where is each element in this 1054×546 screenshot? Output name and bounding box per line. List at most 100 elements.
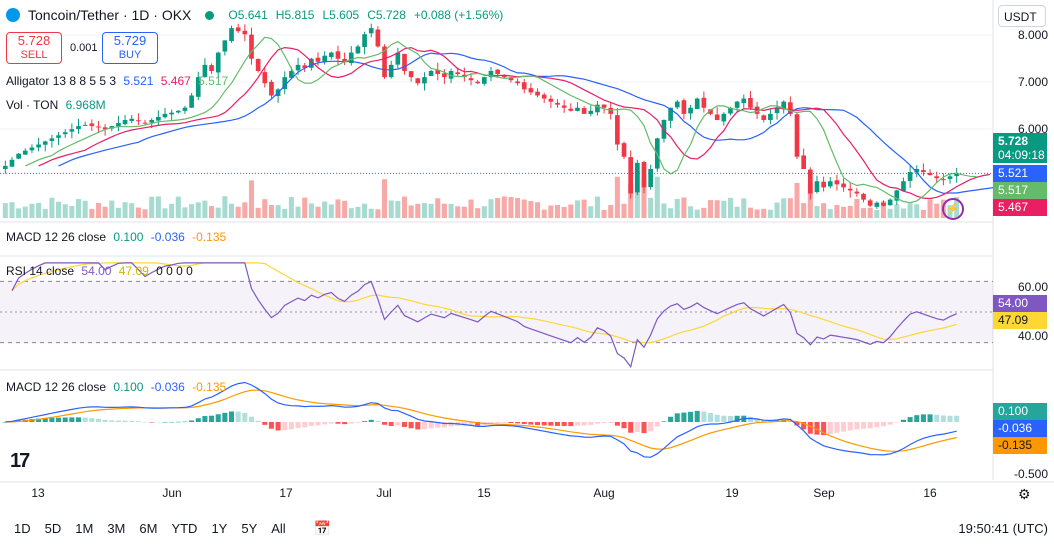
- candle-body: [195, 77, 201, 97]
- macd-histogram-bar: [215, 414, 221, 422]
- candle-body: [535, 91, 540, 96]
- volume-bar: [29, 203, 35, 218]
- alligator-jaw-value: 5.521: [123, 74, 154, 88]
- volume-bar: [734, 206, 740, 218]
- candle-body: [136, 120, 141, 122]
- market-status-icon: [205, 10, 215, 20]
- macd-histogram-bar: [814, 422, 820, 435]
- range-ytd[interactable]: YTD: [171, 520, 198, 536]
- macd-histogram-bar: [535, 422, 541, 426]
- macd-legend-1[interactable]: MACD 12 26 close 0.100 -0.036 -0.135: [6, 230, 226, 244]
- macd-legend-2[interactable]: MACD 12 26 close 0.100 -0.036 -0.135: [6, 380, 226, 394]
- macd-histogram-bar: [861, 422, 867, 429]
- candle-body: [734, 101, 740, 108]
- range-5d[interactable]: 5D: [44, 520, 62, 536]
- candle-body: [761, 115, 767, 120]
- macd-histogram-bar: [415, 422, 421, 430]
- sell-button[interactable]: 5.728 SELL: [6, 32, 62, 64]
- volume-bar: [681, 197, 687, 218]
- macd-histogram-bar: [408, 422, 414, 429]
- settings-gear-icon[interactable]: ⚙: [1018, 486, 1031, 502]
- candle-body: [328, 52, 334, 57]
- volume-bar: [641, 178, 647, 218]
- range-1y[interactable]: 1Y: [211, 520, 228, 536]
- macd-histogram-bar: [382, 422, 388, 425]
- volume-bar: [668, 208, 674, 218]
- macd-histogram-bar: [155, 422, 161, 423]
- candle-body: [921, 170, 926, 173]
- currency-select[interactable]: USDT: [998, 5, 1046, 27]
- candle-body: [561, 105, 567, 108]
- buy-button[interactable]: 5.729 BUY: [102, 32, 158, 64]
- candle-body: [269, 81, 274, 96]
- volume-bar: [561, 206, 567, 218]
- rsi-legend[interactable]: RSI 14 close 54.00 47.09 0 0 0 0: [6, 264, 193, 278]
- range-1m[interactable]: 1M: [75, 520, 94, 536]
- calendar-icon[interactable]: 📅: [313, 519, 332, 536]
- volume-bar: [228, 203, 235, 218]
- macd-histogram-bar: [209, 415, 215, 422]
- volume-bar: [907, 203, 913, 218]
- candle-body: [681, 100, 687, 114]
- range-all[interactable]: All: [271, 520, 286, 536]
- candle-body: [521, 82, 527, 90]
- macd-histogram-bar: [581, 422, 587, 426]
- alligator-name: Alligator 13 8 8 5 5 3: [6, 74, 117, 88]
- range-5y[interactable]: 5Y: [241, 520, 258, 536]
- alligator-jaw-line: [58, 52, 1011, 194]
- macd-histogram-bar: [302, 422, 308, 428]
- volume-bar: [834, 205, 840, 218]
- volume-bar: [355, 206, 361, 218]
- volume-legend[interactable]: Vol · TON 6.968M: [6, 98, 106, 112]
- symbol-title[interactable]: Toncoin/Tether · 1D · OKX: [28, 7, 192, 23]
- macd-histogram-bar: [947, 415, 953, 422]
- alligator-legend[interactable]: Alligator 13 8 8 5 5 3 5.521 5.467 5.517: [6, 74, 228, 88]
- lightning-icon[interactable]: ⚡: [942, 198, 964, 220]
- macd-histogram-bar: [934, 414, 940, 422]
- macd2-signal-value: -0.135: [192, 380, 227, 394]
- candle-body: [209, 65, 214, 71]
- price-axis-label: 8.000: [1017, 28, 1048, 42]
- macd-histogram-bar: [175, 421, 181, 423]
- candle-body: [82, 124, 88, 126]
- rsi-price-tag: 54.00: [993, 295, 1047, 312]
- tradingview-logo-icon: 17: [10, 450, 30, 472]
- volume-bar: [481, 206, 487, 218]
- macd-line-value: -0.036: [150, 230, 185, 244]
- macd-histogram-bar: [468, 422, 474, 426]
- macd-histogram-bar: [747, 416, 753, 422]
- range-1d[interactable]: 1D: [14, 520, 31, 536]
- macd-histogram-bar: [355, 422, 361, 423]
- macd-histogram-bar: [362, 421, 368, 422]
- range-3m[interactable]: 3M: [107, 520, 126, 536]
- volume-bar: [688, 206, 694, 218]
- candle-body: [415, 78, 421, 84]
- volume-bar: [927, 199, 933, 218]
- volume-bar: [322, 201, 328, 218]
- rsi-value: 54.00: [81, 264, 112, 278]
- volume-bar: [621, 203, 627, 218]
- candle-body: [255, 59, 261, 71]
- candle-body: [934, 176, 940, 179]
- candle-body: [601, 104, 607, 108]
- macd-signal-price-tag: -0.135: [993, 437, 1047, 454]
- macd-histogram-bar: [674, 413, 680, 422]
- macd-histogram-bar: [182, 421, 188, 423]
- rsi-axis-label: 60.00: [1017, 280, 1048, 294]
- macd-histogram-bar: [315, 422, 321, 426]
- candle-body: [481, 77, 487, 84]
- macd-histogram-bar: [36, 418, 42, 422]
- range-6m[interactable]: 6M: [139, 520, 158, 536]
- lips-price-tag: 5.517: [993, 182, 1047, 199]
- macd-histogram-bar: [914, 415, 920, 422]
- volume-bar: [242, 202, 248, 218]
- candle-body: [116, 123, 121, 127]
- x-axis-label: 16: [923, 486, 937, 500]
- volume-bar: [209, 206, 215, 218]
- macd-histogram-bar: [594, 422, 600, 424]
- volume-bar: [554, 204, 561, 218]
- candle-body: [688, 107, 693, 114]
- candle-body: [242, 30, 248, 35]
- macd-line-price-tag: -0.036: [993, 420, 1047, 437]
